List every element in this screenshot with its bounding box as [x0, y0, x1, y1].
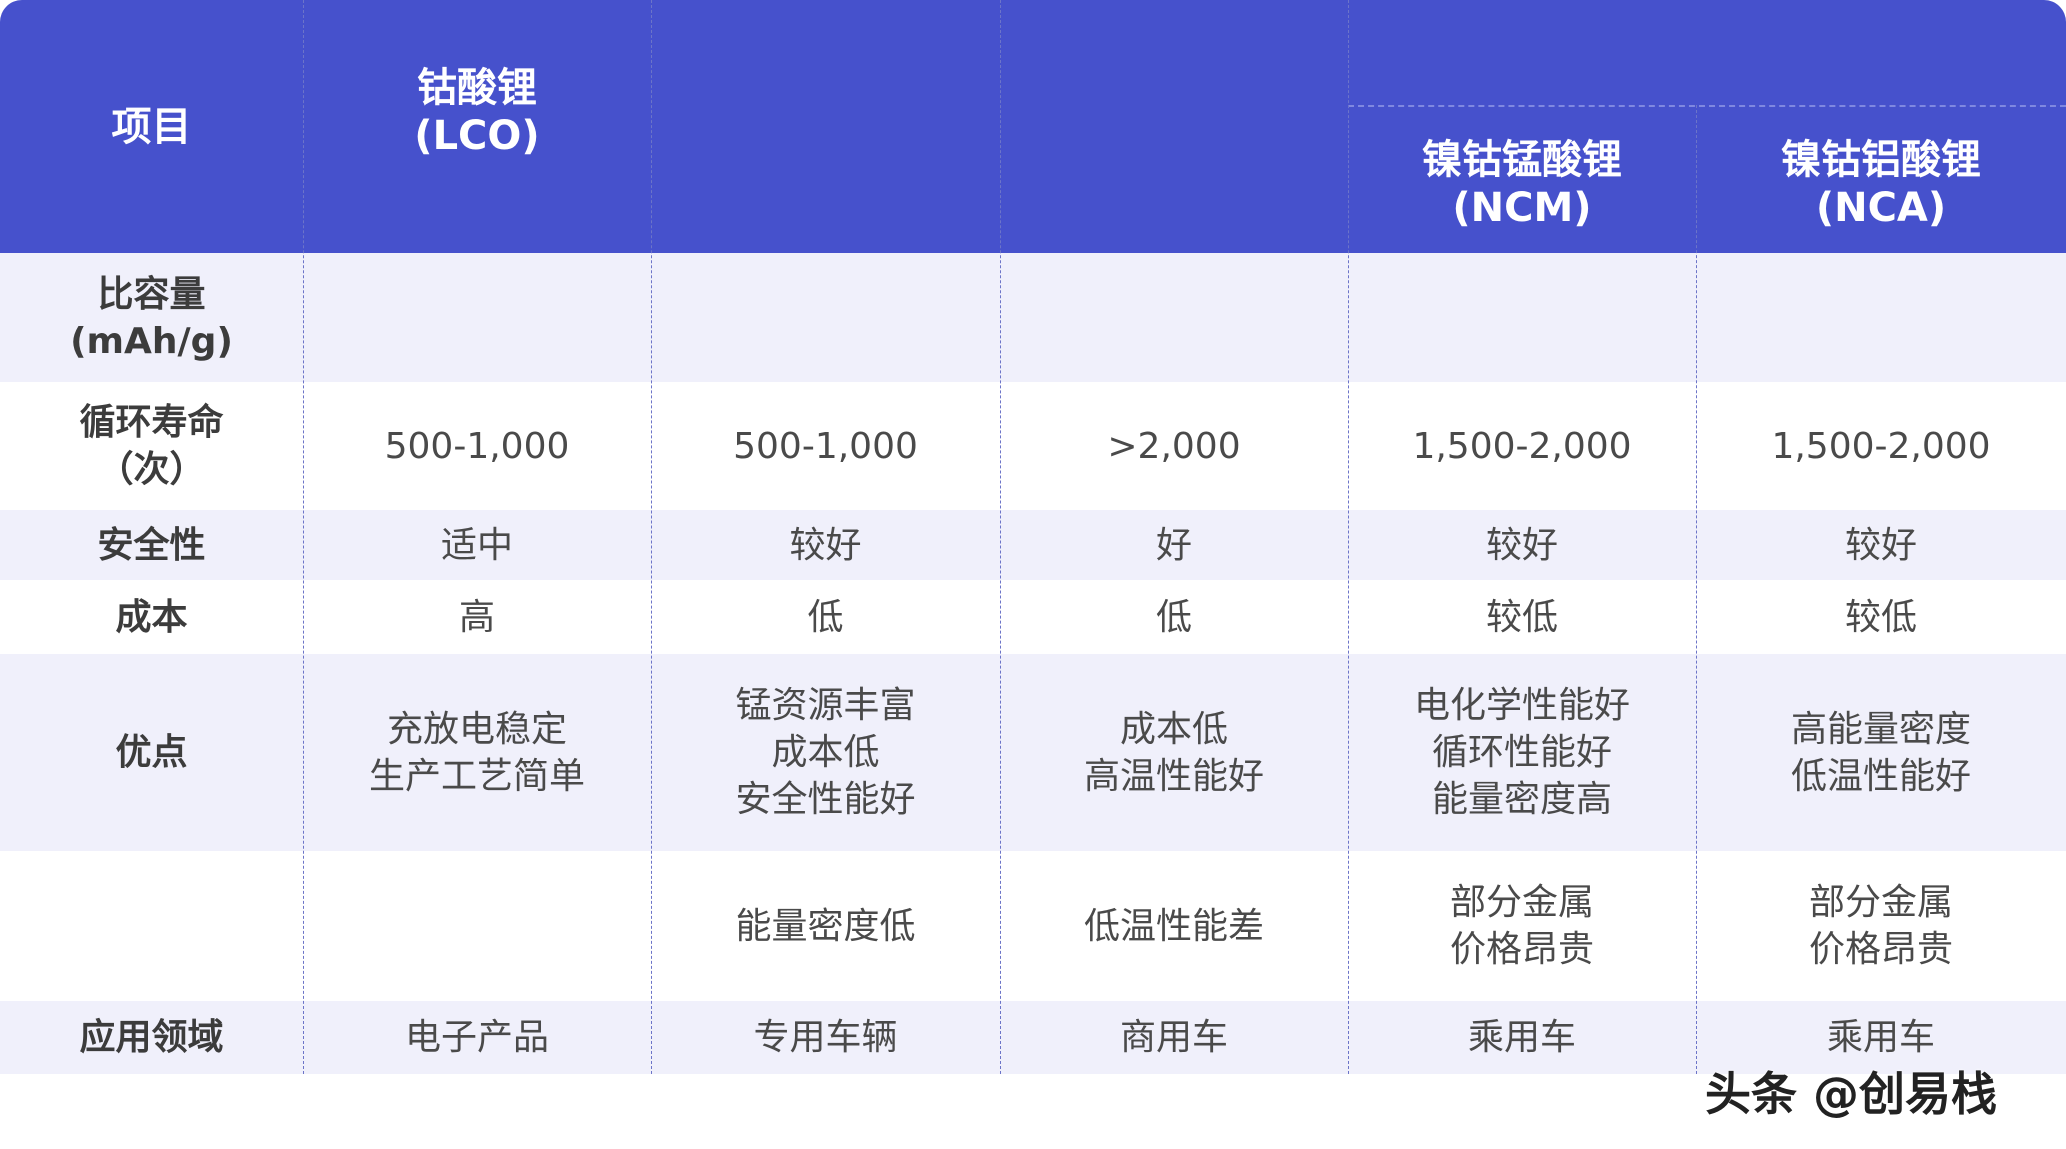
table-cell: 商用车 — [1119, 1017, 1228, 1058]
table-cell — [1348, 253, 1696, 382]
header-ncm: 镍钴锰酸锂 (NCM) — [1422, 137, 1622, 231]
table-cell: 电子产品 — [404, 1017, 549, 1058]
table-header: 项目 钴酸锂 (LCO) 镍钴锰酸锂 (NCM) 镍钴铝酸锂 (NCA) — [0, 0, 2066, 253]
table-cell — [303, 851, 651, 1001]
table-cell: 部分金属 价格昂贵 — [1808, 882, 1953, 970]
table-cell — [1696, 253, 2066, 382]
row-label: 安全性 — [97, 524, 206, 566]
table-cell: 乘用车 — [1467, 1017, 1576, 1058]
table-row: 优点 充放电稳定 生产工艺简单 锰资源丰富 成本低 安全性能好 成本低 高温性能好 电化… — [0, 654, 2066, 851]
table-cell: 500-1,000 — [733, 425, 918, 467]
table-cell: 高能量密度 低温性能好 — [1790, 708, 1971, 797]
row-label: 比容量 (mAh/g) — [70, 273, 233, 362]
watermark: 头条 @创易栈 — [1705, 1067, 1998, 1121]
table-cell: 低温性能差 — [1083, 905, 1264, 947]
table-cell: 较低 — [1485, 596, 1558, 638]
row-label: 优点 — [115, 732, 188, 773]
row-label: 应用领域 — [79, 1017, 224, 1058]
column-divider — [1696, 105, 1697, 1074]
table-row: 安全性 适中 较好 好 较好 较好 — [0, 510, 2066, 580]
table-cell: 乘用车 — [1826, 1017, 1935, 1058]
header-col-3 — [1000, 0, 1348, 253]
table-row: 循环寿命 （次） 500-1,000 500-1,000 >2,000 1,500-2,… — [0, 382, 2066, 510]
column-divider — [1000, 0, 1001, 1074]
header-nca: 镍钴铝酸锂 (NCA) — [1781, 137, 1981, 231]
header-lco: 钴酸锂 (LCO) — [414, 64, 540, 159]
table-cell: 成本低 高温性能好 — [1083, 708, 1264, 797]
table-body: 比容量 (mAh/g) 循环寿命 （次） 500-1,000 500-1,000 >2,… — [0, 253, 2066, 1074]
table-cell — [303, 253, 651, 382]
table-cell: 部分金属 价格昂贵 — [1449, 882, 1594, 970]
column-divider — [651, 0, 652, 1074]
table-cell: 高 — [458, 596, 495, 638]
table-cell: 较好 — [1485, 524, 1558, 566]
table-cell: 好 — [1155, 524, 1192, 566]
header-divider — [1348, 105, 2066, 107]
table-cell — [1000, 253, 1348, 382]
table-cell — [651, 253, 1000, 382]
table-cell: 低 — [1155, 596, 1192, 638]
header-item: 项目 — [111, 103, 192, 150]
table-cell: 专用车辆 — [753, 1017, 898, 1058]
table-cell: 电化学性能好 循环性能好 能量密度高 — [1413, 685, 1630, 820]
table-cell: 较低 — [1844, 596, 1917, 638]
table-row: 能量密度低 低温性能差 部分金属 价格昂贵 部分金属 价格昂贵 — [0, 851, 2066, 1001]
table-cell: 1,500-2,000 — [1412, 425, 1632, 467]
table-cell: 较好 — [1844, 524, 1917, 566]
table-cell: 充放电稳定 生产工艺简单 — [368, 708, 585, 797]
table-row: 比容量 (mAh/g) — [0, 253, 2066, 382]
table-cell: 锰资源丰富 成本低 安全性能好 — [735, 685, 916, 820]
table-row: 成本 高 低 低 较低 较低 — [0, 580, 2066, 654]
table-cell: 适中 — [440, 524, 513, 566]
table-row: 应用领域 电子产品 专用车辆 商用车 乘用车 乘用车 — [0, 1001, 2066, 1074]
table-cell: 1,500-2,000 — [1771, 425, 1991, 467]
comparison-table: 项目 钴酸锂 (LCO) 镍钴锰酸锂 (NCM) 镍钴铝酸锂 (NCA) 比容量… — [0, 0, 2066, 1074]
table-cell: 低 — [807, 596, 844, 638]
header-col-2 — [651, 0, 1000, 253]
table-cell: 能量密度低 — [735, 905, 916, 947]
row-label: 成本 — [115, 596, 188, 638]
table-cell: 较好 — [789, 524, 862, 566]
row-label — [0, 851, 303, 1001]
table-cell: >2,000 — [1107, 425, 1241, 467]
row-label: 循环寿命 （次） — [79, 402, 224, 490]
column-divider — [303, 0, 304, 1074]
table-cell: 500-1,000 — [384, 425, 570, 467]
column-divider — [1348, 0, 1349, 1074]
